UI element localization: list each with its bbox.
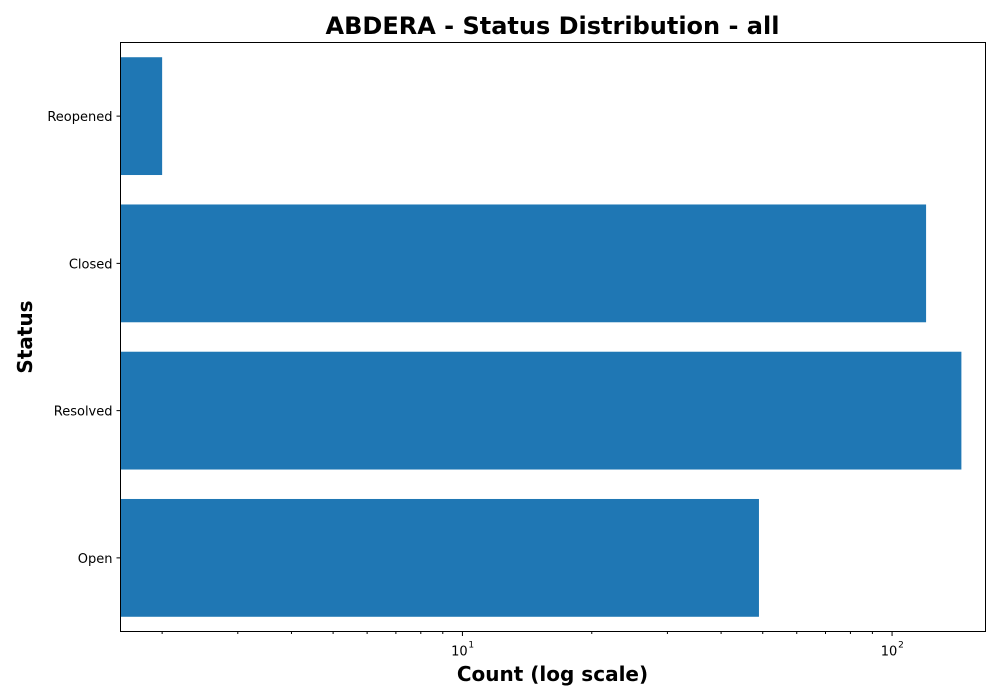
y-tick-label: Resolved (54, 405, 113, 420)
bar-resolved (120, 351, 962, 470)
x-tick-label: 10 (451, 645, 468, 660)
bar-closed (120, 204, 927, 323)
bars-group (120, 57, 962, 617)
y-tick-label: Closed (69, 257, 113, 272)
x-ticks-group: 10 1 10 2 (161, 631, 904, 660)
chart-title: ABDERA - Status Distribution - all (326, 12, 780, 40)
y-tick-label: Open (78, 552, 113, 567)
bar-open (120, 498, 759, 617)
y-axis-label: Status (13, 300, 37, 373)
x-tick-label: 10 (881, 645, 898, 660)
y-tick-label: Reopened (47, 110, 112, 125)
x-axis-label: Count (log scale) (457, 662, 648, 686)
y-ticks-group: Open Resolved Closed Reopened (47, 110, 121, 567)
plot-frame (120, 42, 986, 632)
x-tick-exponent: 2 (898, 641, 904, 651)
x-tick-exponent: 1 (468, 641, 474, 651)
bar-reopened (120, 57, 163, 176)
